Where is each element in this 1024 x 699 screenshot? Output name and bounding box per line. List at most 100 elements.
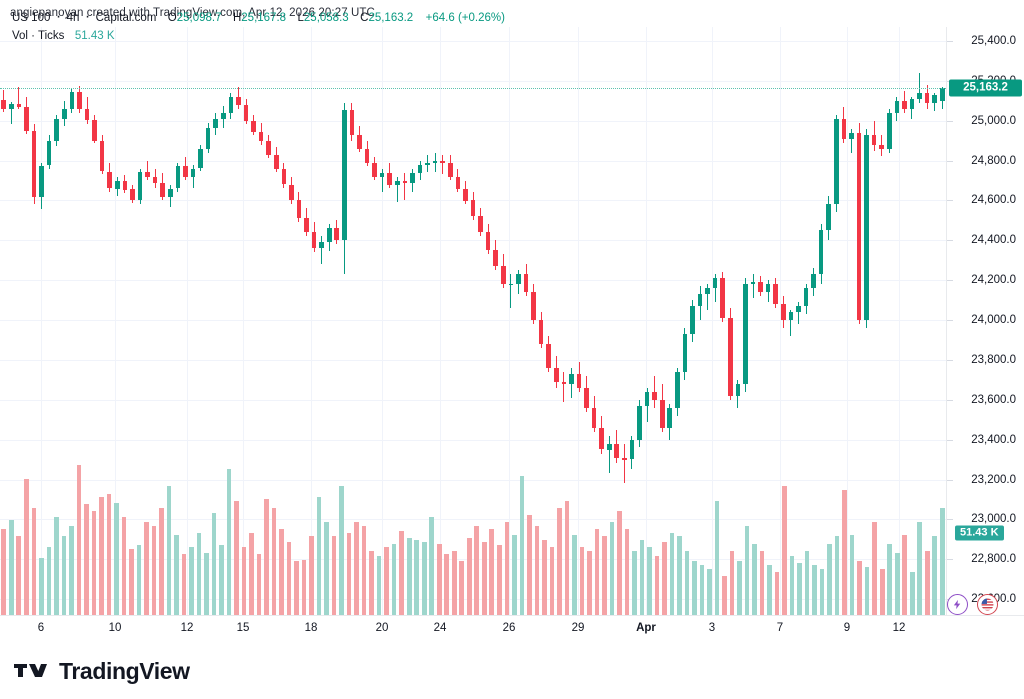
candle-body [289, 184, 294, 201]
volume-bar [69, 525, 74, 615]
time-axis-label: 18 [304, 622, 318, 634]
us-flag-icon[interactable] [977, 594, 998, 615]
volume-bar [564, 500, 570, 615]
candle-body [765, 284, 771, 293]
volume-bar [211, 513, 217, 615]
gridline-horizontal [0, 479, 946, 481]
volume-bar [309, 536, 314, 615]
price-axis-tick [947, 399, 953, 401]
candle-body [69, 91, 75, 109]
candle-wick [608, 435, 610, 474]
candle-body [886, 112, 892, 149]
gridline-vertical [115, 27, 116, 615]
current-volume-badge: 51.43 K [955, 525, 1004, 541]
time-axis-label: 29 [571, 622, 585, 634]
gridline-vertical [646, 27, 647, 615]
candle-body [39, 165, 44, 198]
candle-body [273, 154, 279, 169]
candle-wick [404, 172, 406, 201]
volume-bar [549, 547, 555, 615]
candle-body [160, 182, 166, 197]
candle-body [319, 242, 324, 249]
candle-body [803, 288, 809, 306]
price-axis-tick [947, 559, 953, 561]
volume-bar [857, 561, 862, 615]
gridline-horizontal [0, 280, 946, 282]
current-price-badge: 25,163.2 [949, 79, 1022, 97]
volume-bar [849, 534, 855, 615]
price-axis-tick [947, 439, 953, 441]
volume-bar [264, 498, 269, 615]
gridline-horizontal [0, 559, 946, 561]
candle-body [788, 312, 794, 320]
candle-body [637, 405, 642, 440]
price-axis-tick [947, 479, 953, 481]
candle-wick [790, 310, 792, 336]
volume-bar [234, 500, 239, 615]
volume-bar [114, 502, 119, 615]
candle-body [304, 218, 309, 233]
volume-bar [331, 536, 337, 615]
price-axis-tick [947, 160, 953, 162]
volume-bar [489, 529, 495, 615]
gridline-horizontal [0, 240, 946, 242]
candle-body [675, 371, 680, 408]
volume-bar [279, 529, 284, 615]
volume-bar [204, 552, 209, 615]
candle-wick [321, 236, 323, 265]
volume-bar [572, 534, 577, 615]
candle-body [205, 127, 211, 149]
candlestick-series [0, 27, 946, 615]
volume-bar [917, 522, 923, 615]
candle-body [198, 148, 203, 169]
volume-bar [481, 541, 487, 615]
candle-body [523, 274, 529, 293]
candle-body [531, 292, 536, 320]
volume-bar [399, 531, 404, 615]
time-axis-label: 24 [433, 622, 447, 634]
candle-body [644, 391, 650, 406]
volume-bar [316, 497, 322, 615]
candle-body [493, 250, 499, 267]
volume-bar [812, 565, 817, 615]
volume-bar [684, 550, 690, 615]
gridline-horizontal [0, 41, 946, 42]
candle-body [357, 134, 362, 149]
candle-body [553, 367, 559, 382]
price-axis-label: 23,200.0 [971, 473, 1016, 486]
candle-body [606, 443, 612, 450]
volume-bar [466, 538, 472, 615]
volume-bar [121, 516, 127, 615]
volume-bar [594, 529, 600, 615]
volume-bar [632, 550, 637, 615]
volume-bar [144, 522, 149, 615]
time-axis[interactable]: 6 10 12 15 18 20 24 26 29 Apr 3 7 9 12 [0, 615, 1024, 643]
gridline-horizontal [0, 399, 946, 401]
volume-bar [429, 516, 435, 615]
price-axis-label: 24,000.0 [971, 314, 1016, 326]
volume-bar [827, 543, 832, 615]
attribution-text: angiepanoyan created with TradingView.co… [10, 7, 375, 19]
candle-body [849, 132, 854, 139]
lightning-bolt-icon[interactable] [947, 594, 968, 615]
candle-body [213, 118, 218, 128]
price-axis[interactable]: 25,400.025,200.025,000.024,800.024,600.0… [946, 27, 1024, 615]
gridline-horizontal [0, 320, 946, 321]
candle-body [258, 131, 264, 141]
chart-plot-area[interactable] [0, 27, 946, 615]
candle-wick [10, 101, 12, 124]
candle-body [84, 108, 90, 120]
candle-body [758, 282, 763, 293]
candle-body [387, 172, 393, 185]
candle-body [183, 165, 188, 177]
gridline-vertical [187, 27, 188, 615]
price-axis-label: 24,200.0 [971, 274, 1016, 287]
price-axis-tick [947, 280, 953, 282]
volume-bar [16, 536, 22, 615]
candle-body [447, 162, 453, 177]
volume-bar [902, 534, 908, 615]
volume-bar [542, 540, 547, 615]
candle-body [190, 168, 196, 177]
price-axis-label: 23,800.0 [971, 353, 1016, 366]
time-axis-label: 7 [776, 622, 784, 634]
